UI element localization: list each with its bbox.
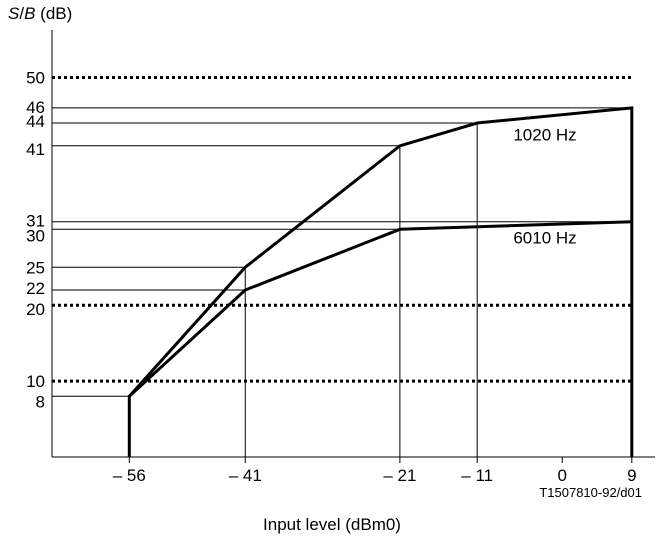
y-tick-label: 31 xyxy=(26,212,45,231)
y-tick-label: 50 xyxy=(26,69,45,88)
y-tick-label: 44 xyxy=(26,112,45,131)
y-tick-label: 41 xyxy=(26,140,45,159)
y-axis-label-slash: / xyxy=(19,4,25,23)
y-tick-label: 25 xyxy=(26,258,45,277)
series-label-1: 6010 Hz xyxy=(513,229,576,248)
series-line-0 xyxy=(127,106,634,457)
y-tick-label: 46 xyxy=(26,98,45,117)
y-axis-label-b: B xyxy=(24,4,36,23)
x-tick-label: – 56 xyxy=(113,466,146,485)
y-tick-label: 8 xyxy=(36,392,45,411)
y-tick-label: 22 xyxy=(26,279,45,298)
x-tick-label: – 41 xyxy=(229,466,262,485)
y-tick-label: 20 xyxy=(26,300,45,319)
x-tick-label: – 11 xyxy=(461,466,493,485)
x-tick-label: – 21 xyxy=(383,466,416,485)
x-tick-label: 9 xyxy=(627,466,636,485)
x-tick-label: 0 xyxy=(557,466,566,485)
series-line-1 xyxy=(128,220,632,398)
y-axis-label: S/B (dB) xyxy=(8,4,72,24)
y-tick-label: 10 xyxy=(26,372,45,391)
x-axis-label: Input level (dBm0) xyxy=(263,515,401,534)
series-label-0: 1020 Hz xyxy=(513,125,576,144)
y-tick-label: 30 xyxy=(26,226,45,245)
y-axis-label-s: S xyxy=(8,4,20,23)
y-axis-label-unit: (dB) xyxy=(40,4,73,23)
figure-id: T1507810-92/d01 xyxy=(539,485,642,500)
